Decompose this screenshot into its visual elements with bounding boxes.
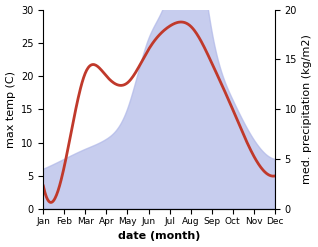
X-axis label: date (month): date (month) bbox=[118, 231, 200, 242]
Y-axis label: med. precipitation (kg/m2): med. precipitation (kg/m2) bbox=[302, 35, 313, 184]
Y-axis label: max temp (C): max temp (C) bbox=[5, 71, 16, 148]
